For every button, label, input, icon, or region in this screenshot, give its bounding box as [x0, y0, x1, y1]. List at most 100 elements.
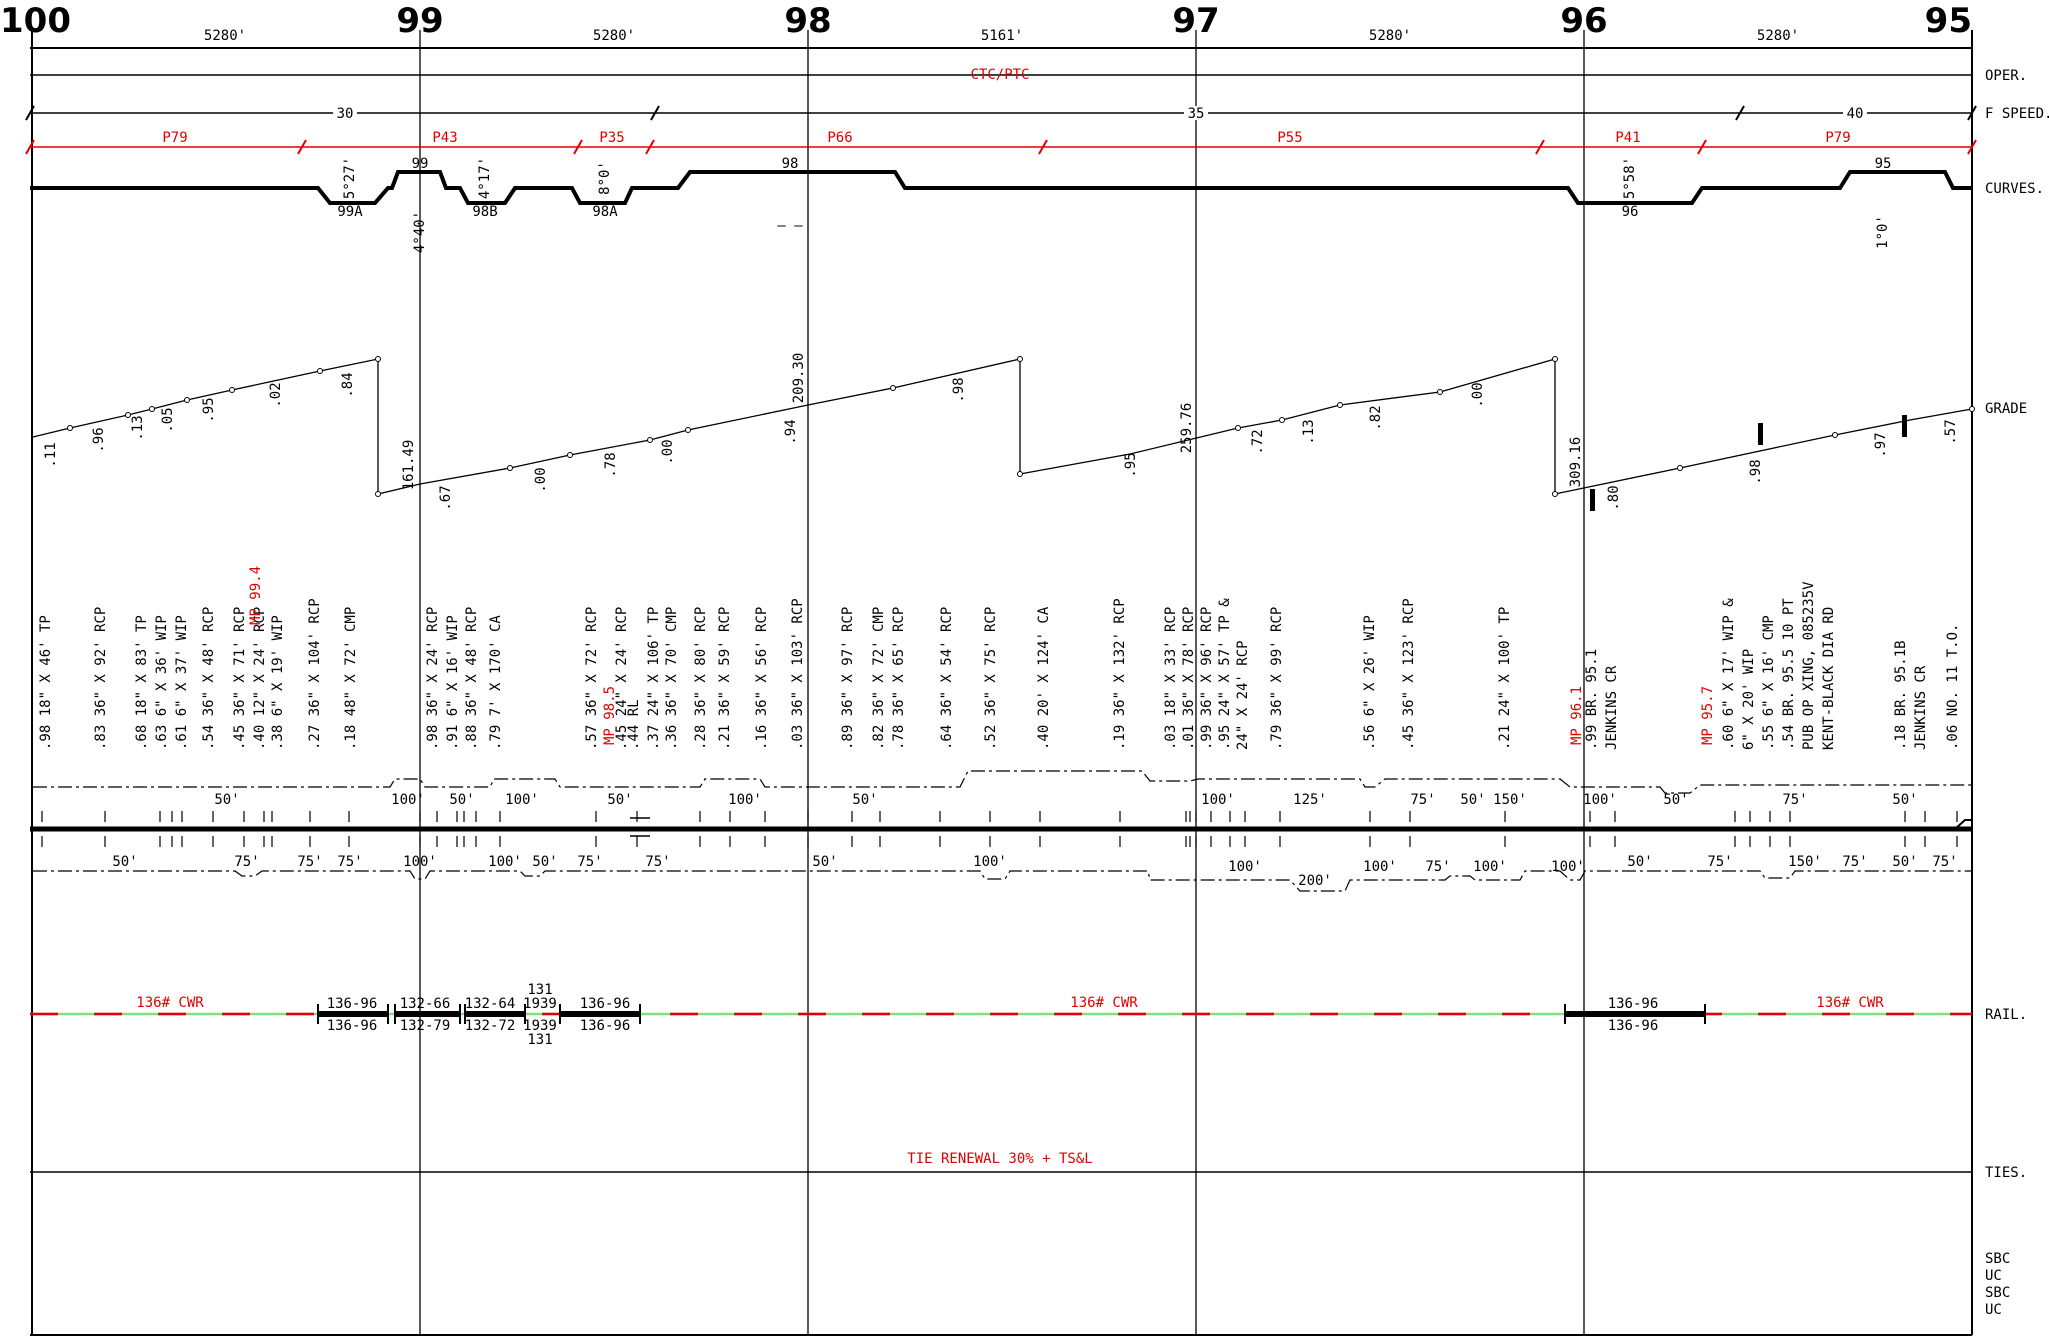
grade-point: [1677, 465, 1683, 471]
curve-id: 99A: [337, 204, 363, 220]
grade-percent: .72: [1250, 429, 1266, 454]
rail-section-1: [318, 1011, 388, 1017]
curve-98-detail: ‒ ‒: [777, 218, 803, 234]
rail-segment-top: 132-64: [465, 996, 516, 1012]
grade-point: [507, 465, 513, 471]
rail-section-2: [395, 1011, 460, 1017]
upper-side-track: [33, 770, 1972, 794]
lower-side-label: 75': [337, 854, 362, 870]
structure-item: .45 36" X 71' RCP: [232, 607, 248, 750]
structure-item: .18 BR. 95.1B: [1893, 640, 1909, 750]
rail-segment-bottom: 131: [527, 1032, 552, 1048]
speed-label: 40: [1847, 106, 1864, 122]
structure-list: .98 18" X 46' TP .83 36" X 92' RCP .68 18"…: [38, 581, 1961, 750]
grade-percent: .00: [533, 467, 549, 492]
rail-section-5: [1565, 1011, 1705, 1017]
grade-structure-marker: [1902, 415, 1907, 437]
grade-point: [647, 437, 653, 443]
ptc-break: [573, 139, 583, 155]
rail-section-3: [465, 1011, 525, 1017]
structure-item: .55 6" X 16' CMP: [1761, 615, 1777, 750]
grade-percent: .13: [130, 415, 146, 440]
structure-item: .38 6" X 19' WIP: [270, 615, 286, 750]
lower-side-label: 75': [645, 854, 670, 870]
ptc-label: P79: [162, 130, 187, 146]
grade-points: [67, 356, 1975, 497]
grade-profile: [32, 358, 1973, 495]
rail-segment-top: 132-66: [400, 996, 451, 1012]
grade-point: [1552, 356, 1558, 362]
mp-markers: MP 99.4 MP 98.5 MP 96.1 MP 95.7: [248, 566, 1716, 745]
row-label-sbc-2: SBC: [1985, 1285, 2010, 1301]
lower-side-label: 50': [112, 854, 137, 870]
grade-point: [149, 406, 155, 412]
structure-item: .06 NO. 11 T.O.: [1945, 624, 1961, 750]
grade-point: [1017, 356, 1023, 362]
ptc-break: [297, 139, 307, 155]
rail-segment-top: 1939: [523, 996, 557, 1012]
rail-cwr-bg: [1059, 995, 1149, 1010]
curve-degree: 4°40': [412, 211, 428, 253]
structure-item: .03 18" X 33' RCP: [1163, 607, 1179, 750]
grade-point: [1337, 402, 1343, 408]
milepost-label: 99: [396, 1, 443, 41]
grade-percent: .02: [268, 382, 284, 407]
upper-side-label: 50': [607, 792, 632, 808]
lower-side-label: 50': [532, 854, 557, 870]
structure-item: .56 6" X 26' WIP: [1362, 615, 1378, 750]
upper-side-label: 50': [449, 792, 474, 808]
structure-item: .99 BR. 95.1: [1584, 649, 1600, 750]
grade-percent: .84: [340, 372, 356, 397]
structure-item: .88 36" X 48' RCP: [464, 607, 480, 750]
structure-item: .19 36" X 132' RCP: [1112, 598, 1128, 750]
grade-percent: .57: [1943, 419, 1959, 444]
structure-item: .57 36" X 72' RCP: [584, 607, 600, 750]
grade-percent: .11: [43, 442, 59, 467]
grade-percent: .95: [201, 397, 217, 422]
structure-item: .28 36" X 80' RCP: [693, 607, 709, 750]
grade-point: [1832, 432, 1838, 438]
structure-item: .40 20' X 124' CA: [1036, 606, 1052, 750]
lower-side-label: 75': [1707, 854, 1732, 870]
row-label-sbc-1: SBC: [1985, 1251, 2010, 1267]
row-label-grade: GRADE: [1985, 401, 2027, 417]
track-ticks: [41, 811, 1958, 847]
grade-elevation: 161.49: [401, 440, 417, 491]
curve-id: 99: [412, 156, 429, 172]
lower-side-label: 75': [1842, 854, 1867, 870]
grade-point: [184, 397, 190, 403]
upper-side-label: 75': [1782, 792, 1807, 808]
curve-id: 96: [1622, 204, 1639, 220]
grade-point: [890, 385, 896, 391]
structure-item: .83 36" X 92' RCP: [93, 607, 109, 750]
upper-side-label: 50': [852, 792, 877, 808]
rail-segment-bottom: 136-96: [1608, 1018, 1659, 1034]
speed-label: 35: [1188, 106, 1205, 122]
upper-side-label: 100': [505, 792, 539, 808]
rail-segment-top: 136-96: [1608, 996, 1659, 1012]
milepost-label: 98: [784, 1, 831, 41]
grade-point: [1235, 425, 1241, 431]
row-label-uc-2: UC: [1985, 1302, 2002, 1318]
ptc-break: [1697, 139, 1707, 155]
curve-degree: 8°0': [597, 161, 613, 195]
curve-id: 95: [1875, 156, 1892, 172]
milepost-labels: 100 99 98 97 96 95: [0, 1, 1972, 41]
rail-segment-bottom: 136-96: [327, 1018, 378, 1034]
structure-item: .89 36" X 97' RCP: [840, 607, 856, 750]
structure-item: .45 24" X 24' RCP: [614, 607, 630, 750]
upper-side-label: 75': [1410, 792, 1435, 808]
grade-point: [1279, 417, 1285, 423]
structure-item: .54 36" X 48' RCP: [201, 607, 217, 750]
grade-point: [1437, 389, 1443, 395]
row-label-uc-1: UC: [1985, 1268, 2002, 1284]
upper-side-label: 50': [214, 792, 239, 808]
structure-item: .45 36" X 123' RCP: [1401, 598, 1417, 750]
lower-side-label: 100': [403, 854, 437, 870]
distance-labels: 5280' 5280' 5161' 5280' 5280': [204, 28, 1799, 44]
milepost-grid: [419, 30, 1585, 1335]
grade-point: [317, 368, 323, 374]
structure-item: .98 18" X 46' TP: [38, 615, 54, 750]
structure-item: .79 7' X 170' CA: [488, 615, 504, 750]
curves-line: [30, 170, 1972, 205]
